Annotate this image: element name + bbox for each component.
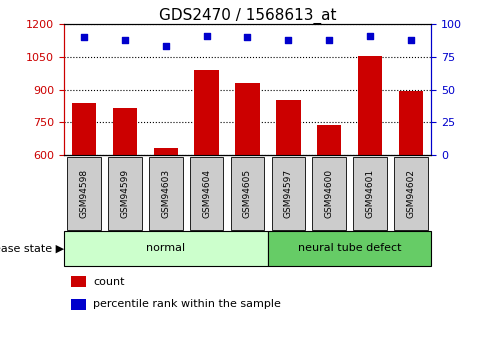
Point <box>325 37 333 43</box>
Point <box>244 34 251 40</box>
Text: GSM94603: GSM94603 <box>161 169 171 218</box>
Point <box>284 37 292 43</box>
Point <box>366 33 374 39</box>
Bar <box>313 157 346 230</box>
Bar <box>67 157 101 230</box>
Bar <box>268 231 431 266</box>
Text: GSM94598: GSM94598 <box>79 169 89 218</box>
Text: percentile rank within the sample: percentile rank within the sample <box>93 299 281 309</box>
Point <box>121 37 129 43</box>
Bar <box>271 157 305 230</box>
Bar <box>353 157 387 230</box>
Bar <box>64 231 268 266</box>
Text: count: count <box>93 277 124 287</box>
Point <box>162 44 170 49</box>
Text: disease state ▶: disease state ▶ <box>0 244 64 253</box>
Text: GSM94605: GSM94605 <box>243 169 252 218</box>
Text: normal: normal <box>146 244 185 253</box>
Bar <box>71 276 86 287</box>
Bar <box>195 70 219 286</box>
Bar <box>235 83 260 286</box>
Bar <box>72 103 97 286</box>
Bar <box>276 99 300 286</box>
Point <box>203 33 211 39</box>
Bar <box>71 298 86 310</box>
Text: GSM94600: GSM94600 <box>324 169 334 218</box>
Text: GSM94601: GSM94601 <box>366 169 374 218</box>
Text: GSM94597: GSM94597 <box>284 169 293 218</box>
Bar <box>153 148 178 286</box>
Bar <box>108 157 142 230</box>
Bar <box>317 125 342 286</box>
Point <box>407 37 415 43</box>
Title: GDS2470 / 1568613_at: GDS2470 / 1568613_at <box>159 8 336 24</box>
Text: GSM94604: GSM94604 <box>202 169 211 218</box>
Point <box>80 34 88 40</box>
Bar <box>358 56 382 286</box>
Bar <box>149 157 182 230</box>
Bar <box>394 157 427 230</box>
Text: GSM94602: GSM94602 <box>406 169 416 218</box>
Text: neural tube defect: neural tube defect <box>298 244 401 253</box>
Bar <box>190 157 223 230</box>
Text: GSM94599: GSM94599 <box>121 169 129 218</box>
Bar <box>398 91 423 286</box>
Bar <box>113 108 137 286</box>
Bar <box>231 157 264 230</box>
